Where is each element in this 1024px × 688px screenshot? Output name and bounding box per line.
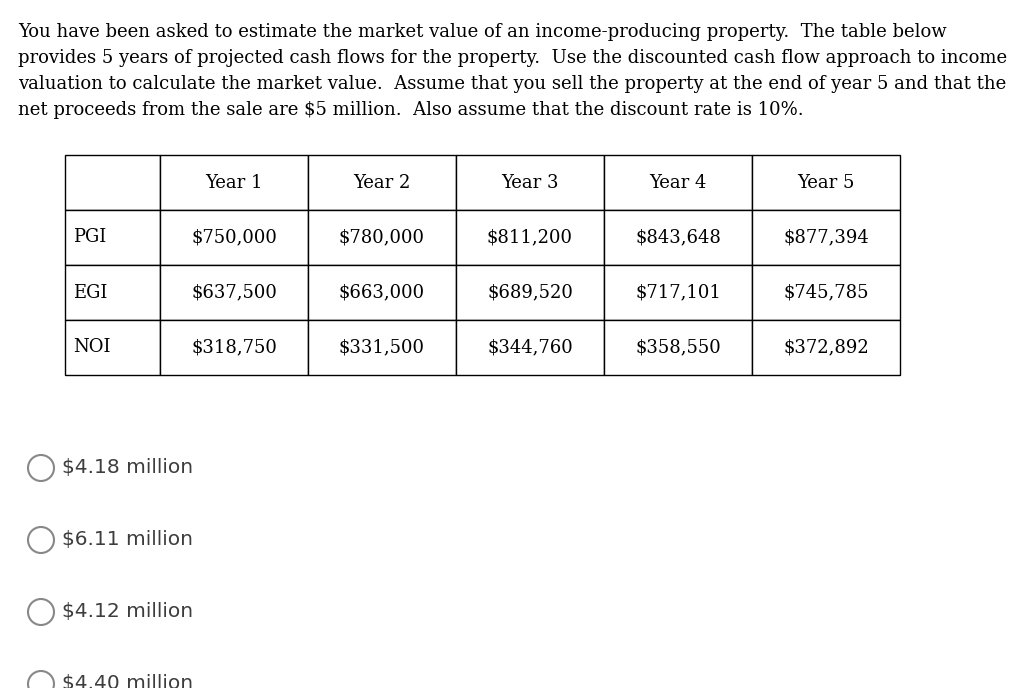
Text: $689,520: $689,520 bbox=[487, 283, 573, 301]
Text: $318,750: $318,750 bbox=[191, 338, 276, 356]
Text: $745,785: $745,785 bbox=[783, 283, 868, 301]
Text: $663,000: $663,000 bbox=[339, 283, 425, 301]
Text: $6.11 million: $6.11 million bbox=[62, 530, 193, 550]
Bar bbox=[308, 210, 456, 265]
Bar bbox=[308, 155, 456, 210]
Bar bbox=[752, 320, 900, 375]
Text: $717,101: $717,101 bbox=[635, 283, 721, 301]
Bar bbox=[752, 210, 900, 265]
Bar bbox=[160, 155, 308, 210]
Bar bbox=[65, 210, 160, 265]
Bar bbox=[456, 155, 604, 210]
Text: NOI: NOI bbox=[73, 338, 111, 356]
Bar bbox=[604, 320, 752, 375]
Text: $331,500: $331,500 bbox=[339, 338, 425, 356]
Text: $780,000: $780,000 bbox=[339, 228, 425, 246]
Bar bbox=[160, 320, 308, 375]
Text: You have been asked to estimate the market value of an income-producing property: You have been asked to estimate the mark… bbox=[18, 23, 946, 41]
Bar bbox=[752, 265, 900, 320]
Bar bbox=[752, 155, 900, 210]
Bar bbox=[604, 210, 752, 265]
Text: $358,550: $358,550 bbox=[635, 338, 721, 356]
Text: net proceeds from the sale are $5 million.  Also assume that the discount rate i: net proceeds from the sale are $5 millio… bbox=[18, 101, 804, 119]
Text: provides 5 years of projected cash flows for the property.  Use the discounted c: provides 5 years of projected cash flows… bbox=[18, 49, 1008, 67]
Bar bbox=[65, 320, 160, 375]
Text: $372,892: $372,892 bbox=[783, 338, 869, 356]
Text: $4.12 million: $4.12 million bbox=[62, 603, 194, 621]
Text: $4.18 million: $4.18 million bbox=[62, 458, 194, 477]
Text: Year 5: Year 5 bbox=[798, 173, 855, 191]
Bar bbox=[456, 265, 604, 320]
Bar bbox=[456, 320, 604, 375]
Text: $877,394: $877,394 bbox=[783, 228, 869, 246]
Text: EGI: EGI bbox=[73, 283, 108, 301]
Text: PGI: PGI bbox=[73, 228, 106, 246]
Text: valuation to calculate the market value.  Assume that you sell the property at t: valuation to calculate the market value.… bbox=[18, 75, 1007, 93]
Bar bbox=[65, 155, 160, 210]
Bar bbox=[604, 155, 752, 210]
Bar bbox=[604, 265, 752, 320]
Bar bbox=[65, 265, 160, 320]
Text: $4.40 million: $4.40 million bbox=[62, 674, 194, 688]
Bar bbox=[308, 265, 456, 320]
Text: Year 1: Year 1 bbox=[205, 173, 263, 191]
Bar bbox=[160, 210, 308, 265]
Text: Year 4: Year 4 bbox=[649, 173, 707, 191]
Text: $637,500: $637,500 bbox=[191, 283, 276, 301]
Text: Year 2: Year 2 bbox=[353, 173, 411, 191]
Bar bbox=[308, 320, 456, 375]
Text: $344,760: $344,760 bbox=[487, 338, 572, 356]
Text: $843,648: $843,648 bbox=[635, 228, 721, 246]
Text: $811,200: $811,200 bbox=[487, 228, 573, 246]
Bar bbox=[160, 265, 308, 320]
Bar bbox=[456, 210, 604, 265]
Text: $750,000: $750,000 bbox=[191, 228, 276, 246]
Text: Year 3: Year 3 bbox=[502, 173, 559, 191]
